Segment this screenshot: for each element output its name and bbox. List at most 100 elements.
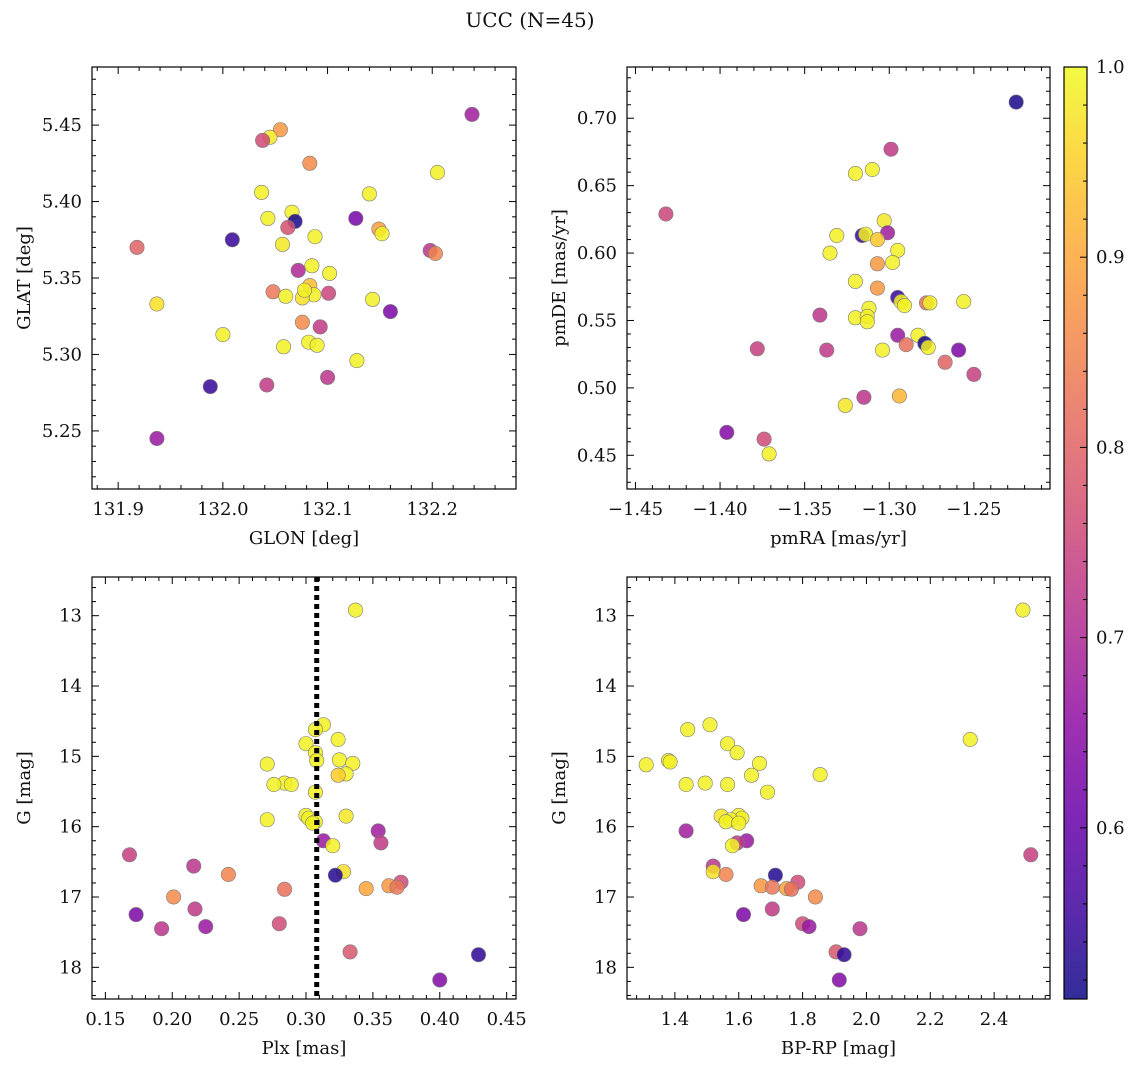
- scatter-point: [302, 155, 318, 171]
- x-tick-label: −1.40: [692, 499, 747, 520]
- scatter-point: [836, 947, 852, 963]
- scatter-point: [719, 424, 735, 440]
- scatter-point: [852, 921, 868, 937]
- scatter-point: [305, 815, 321, 831]
- x-tick-label: 0.15: [85, 1009, 125, 1030]
- y-tick-label: 15: [59, 746, 82, 767]
- scatter-point: [149, 430, 165, 446]
- points-bprp-g: [638, 602, 1039, 988]
- scatter-point: [224, 232, 240, 248]
- scatter-point: [470, 947, 486, 963]
- scatter-point: [731, 815, 747, 831]
- scatter-point: [259, 812, 275, 828]
- x-tick-label: 0.40: [420, 1009, 460, 1030]
- scatter-point: [304, 258, 320, 274]
- x-tick-label: 1.8: [788, 1009, 817, 1030]
- scatter-point: [807, 889, 823, 905]
- scatter-point: [638, 757, 654, 773]
- x-axis-label: GLON [deg]: [249, 528, 359, 549]
- x-tick-label: 1.4: [661, 1009, 690, 1030]
- scatter-point: [749, 341, 765, 357]
- scatter-point: [309, 337, 325, 353]
- scatter-point: [956, 294, 972, 310]
- scatter-point: [154, 921, 170, 937]
- scatter-point: [662, 754, 678, 770]
- scatter-point: [890, 327, 906, 343]
- scatter-point: [1023, 847, 1039, 863]
- scatter-point: [847, 166, 863, 182]
- scatter-point: [761, 446, 777, 462]
- scatter-point: [122, 847, 138, 863]
- scatter-point: [751, 755, 767, 771]
- scatter-point: [678, 776, 694, 792]
- scatter-point: [382, 304, 398, 320]
- x-tick-label: 132.1: [302, 499, 354, 520]
- scatter-point: [330, 731, 346, 747]
- scatter-point: [812, 767, 828, 783]
- scatter-point: [327, 867, 343, 883]
- y-tick-label: 0.60: [577, 243, 617, 264]
- scatter-point: [266, 776, 282, 792]
- scatter-point: [678, 823, 694, 839]
- scatter-point: [215, 327, 231, 343]
- y-tick-label: 0.45: [577, 445, 617, 466]
- y-tick-label: 0.70: [577, 108, 617, 129]
- scatter-point: [705, 864, 721, 880]
- scatter-point: [298, 736, 314, 752]
- points-glon-glat: [129, 106, 480, 446]
- scatter-point: [829, 228, 845, 244]
- scatter-point: [801, 919, 817, 935]
- scatter-point: [347, 602, 363, 618]
- scatter-point: [342, 944, 358, 960]
- axes-frame: [91, 576, 517, 1000]
- y-tick-label: 16: [594, 817, 617, 838]
- scatter-point: [718, 866, 734, 882]
- scatter-point: [283, 776, 299, 792]
- scatter-point: [937, 354, 953, 370]
- panel-plx-g: 0.15 0.20 0.25 0.30 0.35 0.40 0.45 13 14 15 16 17 18…: [14, 576, 527, 1059]
- ticks-bprp-g: [627, 577, 1050, 999]
- axes-frame: [626, 576, 1051, 1000]
- scatter-point: [277, 881, 293, 897]
- scatter-point: [869, 232, 885, 248]
- scatter-point: [718, 814, 734, 830]
- x-tick-label: 0.35: [353, 1009, 393, 1030]
- y-tick-label: 13: [59, 606, 82, 627]
- figure-title: UCC (N=45): [465, 8, 595, 32]
- colorbar-tick-label: 0.8: [1096, 437, 1125, 458]
- scatter-point: [290, 262, 306, 278]
- scatter-point: [885, 255, 901, 271]
- scatter-point: [186, 858, 202, 874]
- panel-glon-glat: 131.9 132.0 132.1 132.2 5.25 5.30 5.35 5.40 5.45…: [14, 66, 517, 549]
- scatter-point: [276, 339, 292, 355]
- scatter-point: [756, 431, 772, 447]
- ticks-plx-g: [91, 577, 516, 999]
- scatter-point: [951, 342, 967, 358]
- x-axis-label: Plx [mas]: [262, 1038, 347, 1059]
- scatter-point: [874, 342, 890, 358]
- y-tick-label: 18: [59, 957, 82, 978]
- scatter-point: [831, 972, 847, 988]
- scatter-point: [255, 132, 271, 148]
- y-tick-label: 5.25: [42, 421, 82, 442]
- scatter-point: [764, 879, 780, 895]
- scatter-point: [321, 285, 337, 301]
- x-tick-label: 0.20: [152, 1009, 192, 1030]
- scatter-point: [271, 916, 287, 932]
- x-tick-label: 2.4: [980, 1009, 1009, 1030]
- scatter-point: [278, 288, 294, 304]
- scatter-point: [702, 717, 718, 733]
- scatter-point: [259, 377, 275, 393]
- x-tick-label: 0.45: [487, 1009, 527, 1030]
- scatter-point: [896, 298, 912, 314]
- y-axis-label: GLAT [deg]: [14, 226, 35, 330]
- scatter-point: [720, 776, 736, 792]
- y-axis-label: pmDE [mas/yr]: [549, 209, 570, 347]
- panel-bprp-g: 1.4 1.6 1.8 2.0 2.2 2.4 13 14 15 16 17 18 BP-RP [mag…: [549, 576, 1051, 1059]
- y-tick-label: 14: [594, 676, 617, 697]
- colorbar-tick-label: 1.0: [1096, 57, 1125, 78]
- scatter-point: [389, 879, 405, 895]
- x-axis-label: pmRA [mas/yr]: [770, 528, 907, 549]
- y-axis-label: G [mag]: [549, 751, 570, 824]
